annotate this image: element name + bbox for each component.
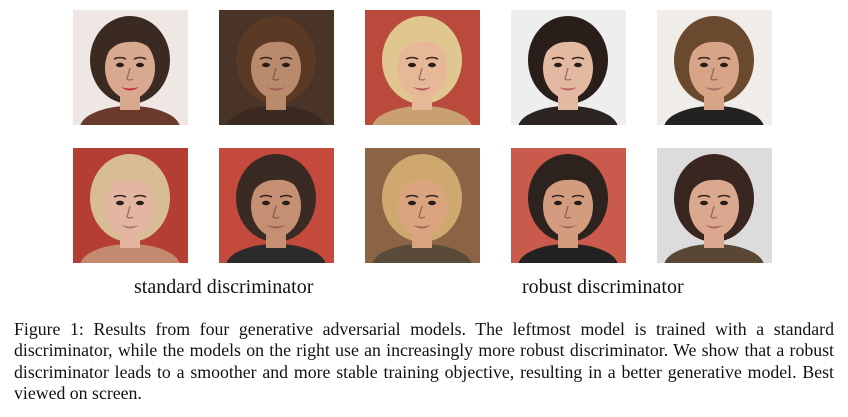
face-r1c3 <box>365 10 480 125</box>
face-r1c5 <box>657 10 772 125</box>
face-r2c2 <box>219 148 334 263</box>
face-r2c5 <box>657 148 772 263</box>
robust-discriminator-label: robust discriminator <box>522 276 684 298</box>
face-r1c2 <box>219 10 334 125</box>
face-r1c1 <box>73 10 188 125</box>
standard-discriminator-label: standard discriminator <box>134 276 314 298</box>
figure-caption: Figure 1: Results from four generative a… <box>14 319 834 404</box>
face-r1c4 <box>511 10 626 125</box>
face-r2c4 <box>511 148 626 263</box>
face-r2c1 <box>73 148 188 263</box>
face-r2c3 <box>365 148 480 263</box>
